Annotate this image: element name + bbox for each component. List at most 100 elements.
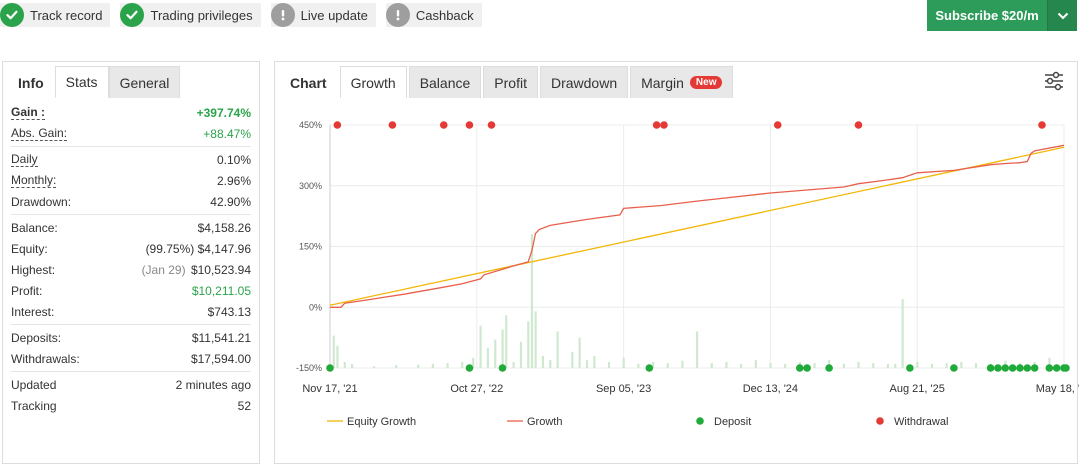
legend-label: Growth xyxy=(527,416,562,428)
tab-stats[interactable]: Stats xyxy=(54,66,109,98)
deposit-point xyxy=(465,364,474,372)
daily-bar xyxy=(1048,357,1051,368)
deposit-point xyxy=(1045,364,1054,372)
daily-bar xyxy=(666,363,669,368)
stat-label[interactable]: Gain : xyxy=(11,104,46,120)
stat-label: Deposits: xyxy=(11,330,62,345)
stat-value-wrap: (Jan 29) $10,523.94 xyxy=(142,263,251,277)
divider xyxy=(11,214,251,215)
x-tick-label: May 18, '26 xyxy=(1036,383,1079,395)
tab-profit[interactable]: Profit xyxy=(483,66,538,98)
tab-margin-label[interactable]: Margin xyxy=(641,74,684,91)
subscribe-label[interactable]: Subscribe $20/m xyxy=(935,8,1039,23)
stat-drawdown: Drawdown: 42.90% xyxy=(11,191,251,212)
stat-gain: Gain : +397.74% xyxy=(11,102,251,123)
deposit-point xyxy=(795,364,804,372)
tab-chart[interactable]: Chart xyxy=(279,66,338,98)
stat-abs-gain: Abs. Gain: +88.47% xyxy=(11,123,251,144)
subscribe-button[interactable]: Subscribe $20/m xyxy=(927,0,1077,31)
tab-info[interactable]: Info xyxy=(7,66,55,98)
daily-bar xyxy=(530,234,534,368)
daily-bar xyxy=(571,351,574,368)
daily-bar xyxy=(332,335,335,368)
deposit-point xyxy=(1062,364,1070,372)
daily-bar xyxy=(593,355,596,368)
sliders-icon[interactable] xyxy=(1043,70,1065,92)
tab-drawdown[interactable]: Drawdown xyxy=(539,66,629,98)
daily-bar xyxy=(740,363,743,368)
stat-value: 2 minutes ago xyxy=(175,377,251,392)
withdrawal-point xyxy=(660,121,668,129)
badge-label: Track record xyxy=(30,7,103,23)
x-tick-label: Nov 17, '21 xyxy=(302,383,357,395)
withdrawal-point xyxy=(487,121,496,129)
stat-monthly: Monthly: 2.96% xyxy=(11,170,251,191)
badge-label: Trading privileges xyxy=(150,7,253,23)
stats-list: Gain : +397.74% Abs. Gain: +88.47% Daily… xyxy=(3,98,259,416)
daily-bar xyxy=(417,364,420,368)
daily-bar xyxy=(395,365,398,368)
withdrawal-point xyxy=(439,121,448,129)
equity-growth-line xyxy=(329,146,1065,306)
daily-bar xyxy=(842,363,845,368)
daily-bar xyxy=(769,363,772,368)
stat-deposits: Deposits: $11,541.21 xyxy=(11,327,251,348)
daily-bar xyxy=(637,363,640,368)
stat-label[interactable]: Daily xyxy=(11,151,38,167)
tab-balance[interactable]: Balance xyxy=(408,66,482,98)
stat-value: $743.13 xyxy=(207,304,251,319)
growth-chart: 450% 300% 150% 0% -150% Nov 17, '21 Oct 27, '2… xyxy=(296,120,1079,428)
daily-bar xyxy=(373,365,376,368)
y-tick-label: 300% xyxy=(299,181,322,191)
chevron-down-icon[interactable] xyxy=(1047,0,1077,31)
daily-bar xyxy=(336,345,339,368)
tab-general[interactable]: General xyxy=(108,66,181,98)
new-badge: New xyxy=(689,76,723,89)
deposit-point xyxy=(498,364,507,372)
daily-bar xyxy=(505,315,508,368)
badge-track-record: Track record xyxy=(0,3,111,27)
daily-bar xyxy=(578,337,581,368)
y-tick-label: 450% xyxy=(299,120,322,130)
daily-bar xyxy=(754,359,757,368)
stat-label[interactable]: Monthly: xyxy=(11,172,57,188)
stat-label: Updated xyxy=(11,377,57,392)
legend-label: Withdrawal xyxy=(894,416,948,428)
daily-bar xyxy=(351,363,354,368)
stat-note: (99.75%) xyxy=(145,241,195,256)
stat-value: $17,594.00 xyxy=(190,351,251,366)
daily-bar xyxy=(945,363,948,368)
daily-bar xyxy=(916,361,919,368)
daily-bar xyxy=(725,361,728,368)
stat-value: 0.10% xyxy=(216,152,251,167)
daily-bar xyxy=(872,363,875,368)
legend-label: Deposit xyxy=(714,416,751,428)
stat-label: Profit: xyxy=(11,283,43,298)
daily-bar xyxy=(710,363,713,368)
badge-trading-privileges: Trading privileges xyxy=(120,3,261,27)
daily-bar xyxy=(651,361,655,368)
deposit-point xyxy=(994,364,1002,372)
divider xyxy=(11,371,251,372)
daily-bar xyxy=(930,363,934,368)
daily-bar xyxy=(696,331,699,368)
daily-bar xyxy=(857,361,860,368)
stat-value: $11,541.21 xyxy=(191,330,251,345)
deposit-point xyxy=(326,364,334,372)
tab-margin[interactable]: Margin New xyxy=(630,66,734,98)
deposit-point xyxy=(906,364,914,372)
tab-growth[interactable]: Growth xyxy=(339,66,407,98)
daily-bar xyxy=(784,363,787,368)
withdrawal-point xyxy=(333,121,342,129)
daily-bar xyxy=(813,363,816,368)
stat-value: +397.74% xyxy=(196,105,251,120)
stat-highest: Highest: (Jan 29) $10,523.94 xyxy=(11,259,251,280)
stat-label: Withdrawals: xyxy=(11,351,80,366)
chart-panel: Chart Growth Balance Profit Drawdown Mar… xyxy=(274,61,1079,464)
deposit-point xyxy=(950,364,958,372)
daily-bar xyxy=(974,363,978,368)
daily-bar xyxy=(828,359,831,368)
deposit-point xyxy=(803,364,811,372)
stat-label[interactable]: Abs. Gain: xyxy=(11,125,68,141)
stat-value: $4,147.96 xyxy=(197,241,251,256)
